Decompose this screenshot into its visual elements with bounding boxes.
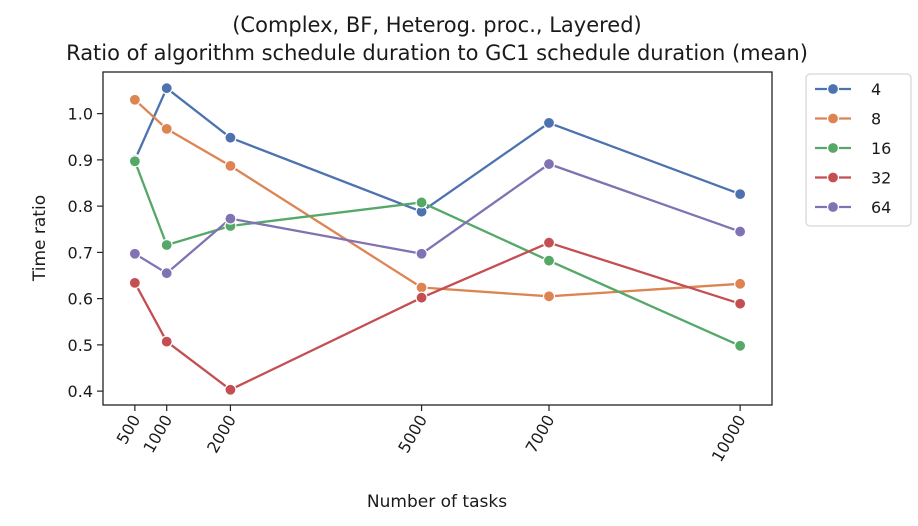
series-line-32 [133,241,741,391]
data-point-4 [224,131,237,144]
data-point-16 [160,238,173,252]
y-axis: 0.4 0.5 0.6 0.7 0.8 0.9 1.0 [68,105,103,401]
data-point-8 [542,290,556,303]
y-tick-label: 0.8 [68,197,93,216]
data-point-16 [128,155,141,168]
legend-item-64: 64 [815,198,891,217]
legend-item-8: 8 [815,110,881,129]
data-point-32 [224,383,237,396]
legend-item-4: 4 [815,80,881,99]
data-point-8 [415,281,428,294]
data-point-4 [160,82,173,95]
legend-marker [826,171,840,184]
y-tick-label: 0.5 [68,336,93,355]
data-point-8 [128,93,141,106]
legend-label: 8 [871,110,881,129]
legend-frame [805,73,912,227]
legend-label: 64 [871,198,891,217]
data-point-16 [542,254,556,267]
data-point-64 [160,267,173,280]
series-lines [133,87,741,391]
legend-marker [826,200,840,214]
data-point-64 [415,247,428,260]
data-point-8 [734,277,747,290]
x-tick-label: 1000 [139,412,176,457]
x-tick-label: 7000 [522,412,559,457]
data-point-64 [224,212,237,225]
data-point-4 [734,188,747,201]
legend-marker [826,82,840,96]
chart-subtitle: Ratio of algorithm schedule duration to … [66,41,808,65]
x-tick-label: 5000 [394,412,431,457]
data-point-32 [160,335,173,348]
data-point-32 [415,291,428,304]
chart-title: (Complex, BF, Heterog. proc., Layered) [232,13,642,37]
data-point-32 [542,236,556,249]
data-point-32 [734,297,747,310]
y-tick-label: 0.6 [68,290,93,309]
legend-marker [826,112,840,125]
data-point-8 [160,122,173,135]
legend-item-32: 32 [815,169,891,188]
y-tick-label: 0.9 [68,151,93,170]
plot-frame [102,71,773,406]
series-line-8 [134,98,741,298]
y-tick-label: 0.4 [68,382,93,401]
x-tick-label: 500 [113,412,145,448]
data-point-64 [542,157,556,171]
legend-label: 32 [871,169,891,188]
plot-area [102,71,773,406]
legend-marker [826,141,840,155]
data-point-16 [415,196,428,209]
data-point-64 [128,247,141,260]
series-line-16 [133,160,741,347]
series-markers [128,82,747,396]
legend: 4 8 16 32 64 [805,73,912,227]
legend-label: 4 [871,80,881,99]
x-axis-label: Number of tasks [367,492,507,512]
data-point-32 [128,276,141,289]
data-point-64 [734,225,747,238]
y-tick-label: 1.0 [68,105,93,124]
x-tick-label: 2000 [203,412,240,457]
data-point-4 [542,116,556,129]
x-tick-label: 10000 [708,412,750,466]
series-line-4 [133,87,741,213]
legend-label: 16 [871,139,891,158]
data-point-16 [734,339,747,352]
series-line-64 [134,162,741,275]
legend-item-16: 16 [815,139,891,158]
data-point-8 [224,159,237,172]
y-tick-label: 0.7 [68,243,93,262]
y-axis-label: Time ratio [30,195,50,282]
